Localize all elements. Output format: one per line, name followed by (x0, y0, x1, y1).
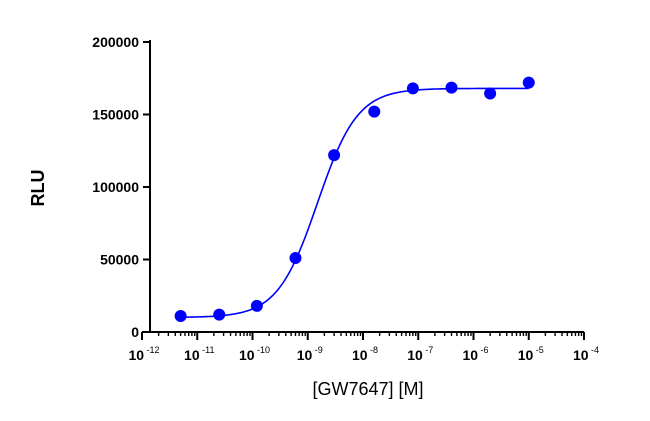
data-point (522, 76, 535, 89)
y-tick-label: 0 (131, 324, 139, 340)
data-point (328, 149, 341, 162)
fit-curve-line (180, 87, 529, 319)
x-tick-label: 10 -12 (128, 345, 159, 363)
tick-labels-layer: 0 50000 100000 150000 200000 10 -12 10 -11 10 -… (92, 34, 599, 363)
data-point (289, 252, 302, 265)
x-tick-label: 10 -11 (184, 345, 214, 363)
x-tick-label: 10 -8 (352, 345, 378, 363)
x-tick-label: 10 -5 (518, 345, 544, 363)
data-points-layer (174, 76, 535, 323)
fit-curve-layer (180, 87, 529, 319)
y-tick-label: 150000 (92, 107, 139, 123)
data-point (484, 87, 497, 100)
data-point (250, 299, 263, 312)
x-axis-title: [GW7647] [M] (312, 379, 423, 399)
data-point (445, 81, 458, 94)
axes (141, 40, 585, 340)
y-tick-label: 200000 (92, 34, 139, 50)
y-tick-label: 100000 (92, 179, 139, 195)
y-tick-label: 50000 (100, 252, 139, 268)
x-tick-label: 10 -4 (573, 345, 599, 363)
y-axis-title: RLU (28, 170, 48, 207)
x-tick-label: 10 -10 (239, 345, 270, 363)
x-tick-label: 10 -6 (462, 345, 488, 363)
x-tick-label: 10 -9 (297, 345, 323, 363)
data-point (406, 82, 419, 95)
data-point (213, 308, 226, 321)
x-tick-label: 10 -7 (407, 345, 433, 363)
data-point (368, 105, 381, 118)
data-point (174, 310, 187, 323)
